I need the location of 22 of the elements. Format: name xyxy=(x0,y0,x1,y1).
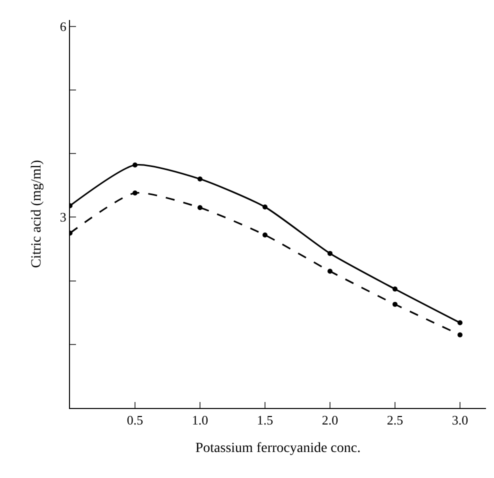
y-tick-label: 3 xyxy=(60,210,66,225)
x-tick-label: 2.5 xyxy=(386,412,404,428)
x-tick-label: 3.0 xyxy=(452,412,468,428)
point xyxy=(262,232,268,238)
x-tick-label: 2.0 xyxy=(322,412,338,428)
y-axis-title: Citric acid (mg/ml) xyxy=(30,160,44,268)
y-tick-label: 6 xyxy=(60,18,67,34)
point xyxy=(132,190,138,196)
x-axis-title: Potassium ferrocyanide conc. xyxy=(195,440,361,456)
point xyxy=(392,302,398,307)
point xyxy=(392,286,398,292)
x-tick-label: 1.5 xyxy=(256,412,274,428)
point xyxy=(458,332,462,338)
point xyxy=(328,250,332,256)
point xyxy=(198,176,202,182)
point xyxy=(198,205,202,210)
point xyxy=(328,268,332,274)
x-tick-label: 0.5 xyxy=(126,412,144,428)
point xyxy=(132,162,138,168)
point xyxy=(262,204,268,210)
x-tick-label: 1.0 xyxy=(192,412,208,428)
point xyxy=(458,320,462,326)
